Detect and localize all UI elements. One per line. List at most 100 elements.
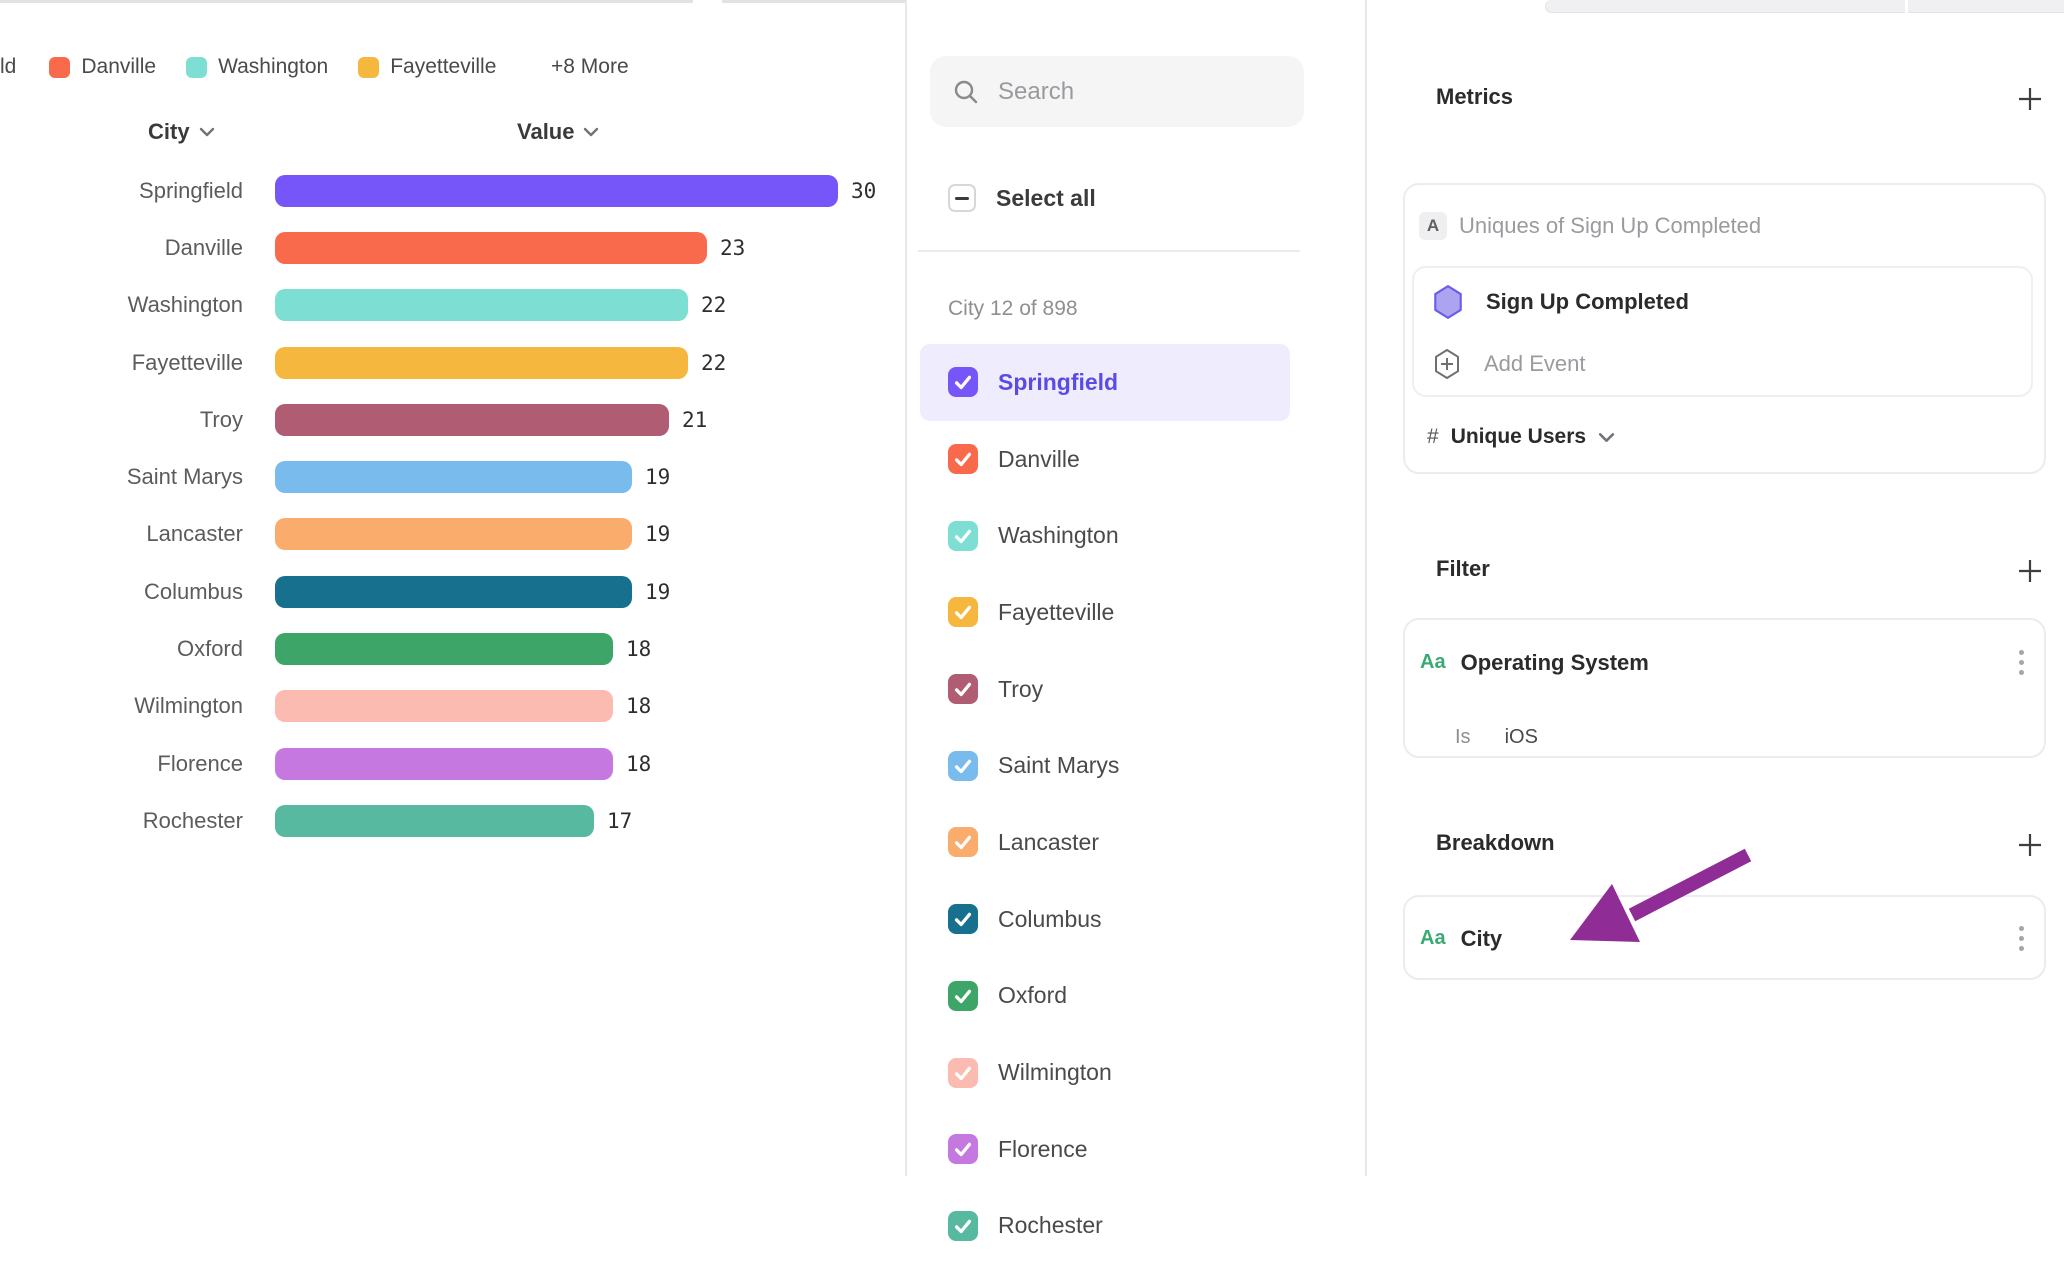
bar[interactable]: [275, 575, 632, 608]
legend-item[interactable]: Washington: [186, 55, 328, 79]
select-all-row[interactable]: Select all: [948, 184, 1096, 212]
city-list-item[interactable]: Oxford: [920, 958, 1290, 1035]
sort-chevron-icon: [584, 127, 599, 137]
city-list-item-label: Danville: [998, 445, 1080, 472]
bar-value-label: 23: [720, 235, 746, 260]
city-list-item[interactable]: Columbus: [920, 881, 1290, 958]
city-list-item[interactable]: Troy: [920, 651, 1290, 728]
bar-row: Fayetteville 22: [0, 334, 906, 391]
legend-item-clipped[interactable]: ld: [0, 55, 17, 78]
legend-swatch: [49, 56, 71, 78]
filter-clause[interactable]: Is iOS: [1455, 726, 1538, 749]
bar[interactable]: [275, 747, 613, 780]
bar-rows: Springfield 30 Danville 23 Washington 22…: [0, 162, 906, 850]
city-checkbox-checked[interactable]: [948, 827, 978, 858]
breakdown-property-row[interactable]: Aa City: [1420, 922, 2028, 955]
add-metric-button[interactable]: [2016, 85, 2044, 113]
city-list-item[interactable]: Saint Marys: [920, 727, 1290, 804]
city-list-item[interactable]: Fayetteville: [920, 574, 1290, 651]
bar-row: Florence 18: [0, 735, 906, 792]
city-list-item[interactable]: Lancaster: [920, 804, 1290, 881]
tab-bar-partial[interactable]: [1545, 0, 2064, 13]
column-header-value[interactable]: Value: [517, 119, 599, 145]
check-icon: [954, 606, 972, 620]
bar-category-label: Lancaster: [146, 521, 243, 547]
city-checkbox-checked[interactable]: [948, 904, 978, 935]
legend-label: Fayetteville: [390, 55, 497, 78]
bar[interactable]: [275, 518, 632, 551]
bar-row: Columbus 19: [0, 563, 906, 620]
metric-formula-text: Uniques of Sign Up Completed: [1459, 213, 1762, 238]
bar-chart-panel: ld Danville Washington Fayetteville +8 M…: [0, 0, 906, 1176]
city-list-item[interactable]: Danville: [920, 421, 1290, 498]
city-checkbox-checked[interactable]: [948, 750, 978, 781]
kebab-menu-icon[interactable]: [2015, 922, 2028, 955]
filter-property-row[interactable]: Aa Operating System: [1420, 646, 2028, 679]
bar[interactable]: [275, 403, 669, 436]
search-input[interactable]: [996, 76, 1270, 107]
bar[interactable]: [275, 461, 632, 494]
legend-item[interactable]: Danville: [49, 55, 156, 79]
add-event-label: Add Event: [1484, 351, 1586, 376]
city-checkbox-checked[interactable]: [948, 674, 978, 705]
bar-row: Saint Marys 19: [0, 448, 906, 505]
city-checkbox-checked[interactable]: [948, 980, 978, 1011]
legend-more-button[interactable]: +8 More: [551, 55, 629, 78]
legend-swatch: [186, 56, 208, 78]
event-hexagon-icon: [1434, 285, 1462, 319]
city-checkbox-checked[interactable]: [948, 520, 978, 551]
metric-formula-row: A Uniques of Sign Up Completed: [1419, 212, 1761, 240]
kebab-menu-icon[interactable]: [2015, 646, 2028, 679]
column-header-city[interactable]: City: [148, 119, 215, 145]
bar-value-label: 21: [682, 407, 708, 432]
add-filter-button[interactable]: [2016, 557, 2044, 585]
aggregation-dropdown[interactable]: # Unique Users: [1427, 425, 1615, 449]
bar[interactable]: [275, 174, 838, 207]
bar[interactable]: [275, 804, 594, 837]
city-list-item[interactable]: Rochester: [920, 1188, 1290, 1264]
add-event-row[interactable]: Add Event: [1432, 332, 2019, 396]
city-list-item[interactable]: Wilmington: [920, 1034, 1290, 1111]
bar[interactable]: [275, 289, 688, 322]
bar-category-label: Oxford: [176, 636, 243, 662]
event-name: Sign Up Completed: [1486, 289, 1689, 314]
city-checkbox-checked[interactable]: [948, 444, 978, 475]
bar[interactable]: [275, 231, 707, 264]
event-row[interactable]: Sign Up Completed: [1432, 270, 2019, 334]
bar-category-label: Columbus: [143, 578, 243, 604]
legend-item[interactable]: Fayetteville: [358, 55, 496, 79]
city-list-item-label: Springfield: [998, 368, 1119, 395]
plus-icon: [2019, 560, 2041, 582]
add-breakdown-button[interactable]: [2016, 831, 2044, 859]
legend-label: Washington: [218, 55, 329, 78]
city-list-item-label: Lancaster: [998, 828, 1100, 855]
bar-row: Danville 23: [0, 219, 906, 276]
city-list-item-label: Oxford: [998, 982, 1068, 1009]
chevron-down-icon: [1598, 432, 1615, 442]
filter-value[interactable]: iOS: [1504, 726, 1538, 748]
city-list-item[interactable]: Washington: [920, 497, 1290, 574]
bar[interactable]: [275, 690, 613, 723]
bar[interactable]: [275, 633, 613, 666]
city-checkbox-checked[interactable]: [948, 1057, 978, 1088]
filter-operator[interactable]: Is: [1455, 726, 1471, 748]
search-box[interactable]: [930, 56, 1304, 127]
check-icon: [954, 529, 972, 543]
city-checkbox-checked[interactable]: [948, 1134, 978, 1165]
city-checkbox-checked[interactable]: [948, 367, 978, 398]
select-all-checkbox-indeterminate[interactable]: [948, 184, 976, 212]
bar-value-label: 22: [701, 350, 727, 375]
bar[interactable]: [275, 346, 688, 379]
city-list-item-label: Fayetteville: [998, 598, 1115, 625]
city-list-item[interactable]: Springfield: [920, 344, 1290, 421]
city-checkbox-checked[interactable]: [948, 597, 978, 628]
bar-value-label: 22: [701, 293, 727, 318]
breakdown-section-title: Breakdown: [1436, 830, 1555, 855]
city-list-item-label: Rochester: [998, 1212, 1103, 1239]
bar-category-label: Troy: [199, 406, 243, 432]
bar-row: Wilmington 18: [0, 678, 906, 735]
aggregation-symbol: #: [1427, 425, 1439, 448]
city-checkbox-checked[interactable]: [948, 1210, 978, 1241]
check-icon: [954, 1066, 972, 1080]
city-list-item[interactable]: Florence: [920, 1111, 1290, 1188]
